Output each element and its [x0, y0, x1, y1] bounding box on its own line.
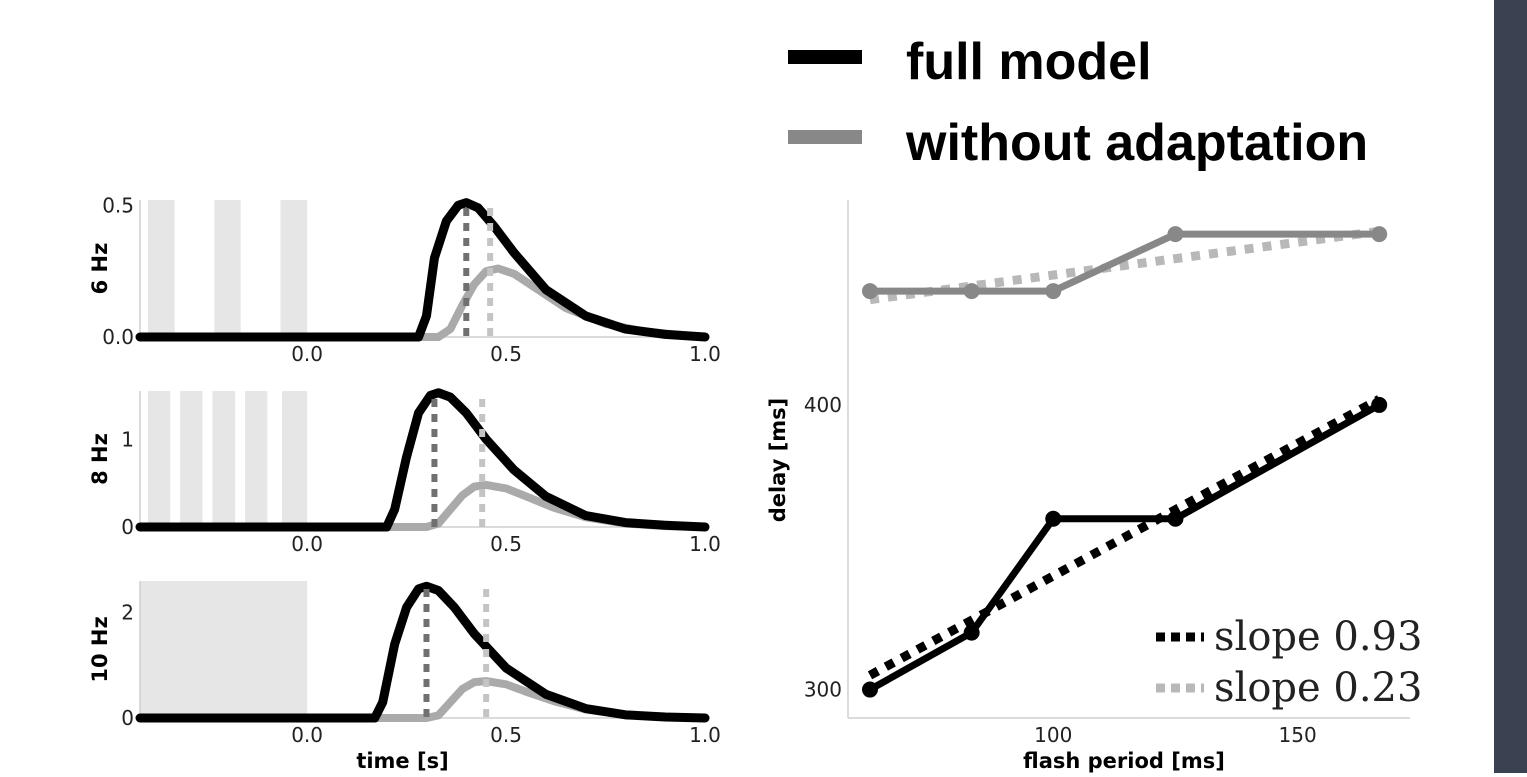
window-edge-bar: [1494, 0, 1527, 773]
flash-bar: [147, 391, 171, 527]
y-tick-label: 2: [121, 601, 134, 625]
series-line-full-model: [135, 581, 710, 723]
flash-bar: [245, 391, 268, 527]
x-tick-label: 0.5: [490, 342, 522, 366]
flash-bar: [147, 200, 175, 337]
flash-bar: [140, 581, 308, 718]
x-tick-label: 1.0: [689, 342, 721, 366]
panel-8-hz: 0.0 0.5 1.0 0 1 8 Hz: [88, 388, 721, 556]
data-point-without-adaptation: [1167, 226, 1184, 243]
data-point-full-model: [963, 624, 980, 641]
data-point-without-adaptation: [1045, 283, 1062, 300]
x-tick-label: 0.5: [490, 532, 522, 556]
panel-10-hz: 0.0 0.5 1.0 0 2 10 Hz time [s]: [88, 581, 721, 773]
x-tick-label: 0.5: [490, 723, 522, 747]
data-point-full-model: [1045, 510, 1062, 527]
fit-legend: slope 0.93 slope 0.23: [1156, 614, 1422, 711]
main-legend: full model without adaptation: [788, 33, 1368, 172]
data-point-full-model: [861, 681, 878, 698]
fit-line-slope-0-23: [869, 226, 1380, 305]
x-tick-label: 0.0: [291, 723, 323, 747]
x-tick-label: 1.0: [689, 532, 721, 556]
x-tick-label: 0.0: [291, 532, 323, 556]
legend-label-without-adaptation: without adaptation: [905, 114, 1368, 172]
x-tick-label: 1.0: [689, 723, 721, 747]
y-tick-label: 1: [121, 427, 134, 451]
y-tick-label: 300: [804, 678, 842, 702]
series-line-full-model: [135, 198, 710, 342]
y-axis-label: delay [ms]: [766, 398, 790, 523]
fit-legend-label: slope 0.23: [1214, 665, 1422, 711]
panel-6-hz: 0.0 0.5 1.0 0.0 0.5 6 Hz: [88, 193, 721, 366]
flash-bar: [280, 200, 308, 337]
figure-canvas: full model without adaptation 0.0 0.5 1.00…: [88, 33, 1422, 773]
x-axis-label: time [s]: [356, 749, 448, 773]
plots: 0.0 0.5 1.0 0.0 0.5 6 Hz 0.0 0.5 1.0 0 1 8 Hz 0.0 0.5…: [88, 193, 1422, 773]
x-axis-label: flash period [ms]: [1023, 749, 1225, 773]
data-point-without-adaptation: [963, 283, 980, 300]
panel-label-6-hz: 6 Hz: [88, 243, 112, 295]
x-tick-label: 100: [1034, 723, 1072, 747]
series-line-full-model: [135, 388, 710, 532]
panel-label-10-hz: 10 Hz: [88, 616, 112, 682]
flash-bar: [214, 200, 241, 337]
fit-legend-label: slope 0.93: [1214, 614, 1422, 660]
flash-bar: [212, 391, 236, 527]
panel-label-8-hz: 8 Hz: [88, 433, 112, 485]
y-tick-label: 0: [121, 515, 134, 539]
flash-bar: [282, 391, 308, 527]
x-tick-label: 150: [1279, 723, 1317, 747]
fit-line-slope-0-93: [867, 395, 1382, 680]
data-point-without-adaptation: [861, 283, 878, 300]
y-tick-label: 400: [804, 393, 842, 417]
y-tick-label: 0.0: [102, 325, 134, 349]
y-tick-label: 0.5: [102, 193, 134, 217]
y-tick-label: 0: [121, 706, 134, 730]
data-point-without-adaptation: [1371, 226, 1388, 243]
panel-delay-vs-period: 100 150 300 400 flash period [ms] delay [ms] s…: [766, 200, 1422, 773]
flash-bar: [180, 391, 203, 527]
legend-label-full-model: full model: [906, 33, 1152, 91]
data-point-full-model: [1371, 396, 1388, 413]
x-tick-label: 0.0: [291, 342, 323, 366]
data-point-full-model: [1167, 510, 1184, 527]
